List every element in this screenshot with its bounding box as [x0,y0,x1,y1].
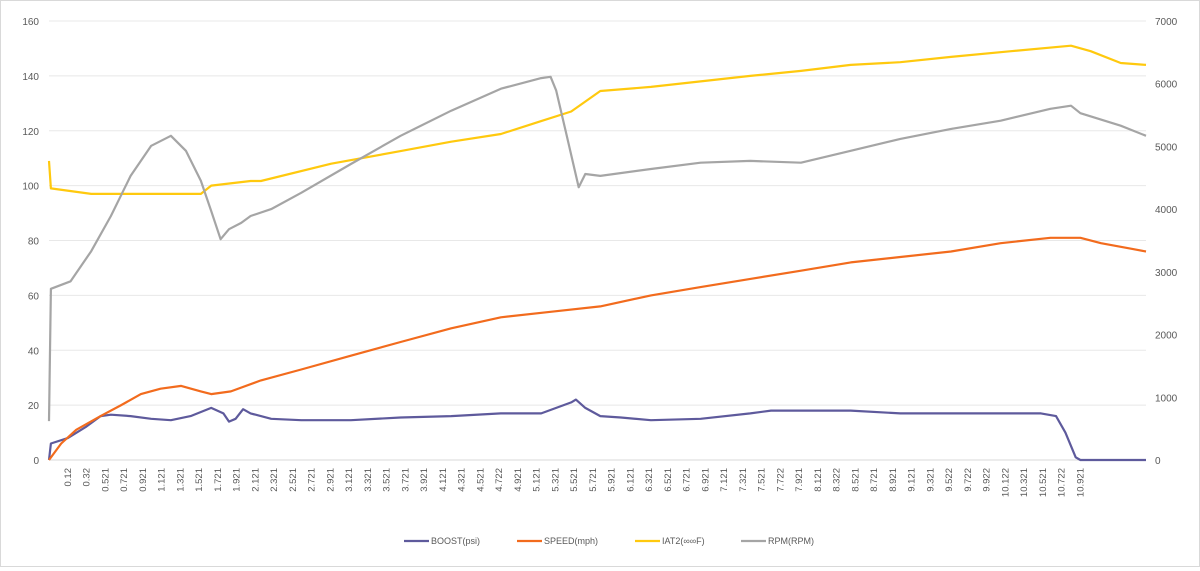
x-tick-label: 1.921 [232,468,243,492]
legend-item: BOOST(psi) [404,536,480,546]
legend-item: IAT2(∞∞F) [635,536,705,546]
x-tick-label: 2.321 [269,468,280,492]
x-tick-label: 8.521 [850,468,861,492]
y-right-tick-label: 0 [1155,456,1161,467]
x-tick-label: 10.921 [1075,468,1086,497]
x-tick-label: 9.121 [907,468,918,492]
y-left-tick-label: 140 [22,72,39,83]
y-right-tick-label: 7000 [1155,17,1178,28]
x-tick-label: 7.121 [719,468,730,492]
x-tick-label: 4.321 [457,468,468,492]
x-tick-label: 3.321 [363,468,374,492]
y-left-tick-label: 80 [28,237,40,248]
x-tick-label: 0.521 [100,468,111,492]
legend-item: SPEED(mph) [517,536,598,546]
x-tick-label: 10.521 [1038,468,1049,497]
x-tick-label: 0.12 [63,468,74,487]
x-tick-label: 9.321 [925,468,936,492]
series-line-rpm [47,75,1147,422]
x-tick-label: 1.121 [157,468,168,492]
y-left-tick-label: 160 [22,17,39,28]
x-tick-label: 0.32 [82,468,93,487]
x-tick-label: 0.721 [119,468,130,492]
x-tick-label: 6.521 [663,468,674,492]
y-left-tick-label: 100 [22,182,39,193]
x-tick-label: 9.722 [963,468,974,492]
x-tick-label: 1.521 [194,468,205,492]
x-tick-label: 2.521 [288,468,299,492]
x-tick-label: 8.121 [813,468,824,492]
x-tick-label: 9.522 [944,468,955,492]
x-tick-label: 2.721 [307,468,318,492]
x-tick-label: 6.921 [700,468,711,492]
y-left-tick-label: 20 [28,401,40,412]
x-tick-label: 8.721 [869,468,880,492]
x-tick-label: 6.321 [644,468,655,492]
x-tick-label: 8.322 [832,468,843,492]
x-tick-label: 5.921 [607,468,618,492]
y-right-tick-label: 3000 [1155,268,1178,279]
x-tick-label: 10.321 [1019,468,1030,497]
y-left-tick-label: 0 [33,456,39,467]
x-tick-label: 6.721 [682,468,693,492]
x-tick-label: 2.121 [250,468,261,492]
x-axis: 0.12 0.32 0.521 0.721 0.921 1.121 1.321 1.521 1.… [63,468,1087,497]
x-tick-label: 7.722 [775,468,786,492]
x-tick-label: 10.722 [1057,468,1068,497]
x-tick-label: 7.521 [757,468,768,492]
x-tick-label: 2.921 [325,468,336,492]
x-tick-label: 4.722 [494,468,505,492]
series-lines [47,44,1147,462]
x-tick-label: 10.122 [1000,468,1011,497]
x-tick-label: 3.521 [382,468,393,492]
y-left-tick-label: 40 [28,346,40,357]
x-tick-label: 3.721 [400,468,411,492]
x-tick-label: 5.321 [550,468,561,492]
left-y-axis: 0 20 40 60 80 100 120 140 160 [22,17,39,467]
y-right-tick-label: 6000 [1155,80,1178,91]
x-tick-label: 5.521 [569,468,580,492]
x-tick-label: 4.521 [475,468,486,492]
right-y-axis: 0 1000 2000 3000 4000 5000 6000 7000 [1155,17,1178,467]
x-tick-label: 8.921 [888,468,899,492]
y-right-tick-label: 2000 [1155,331,1178,342]
y-right-tick-label: 1000 [1155,393,1178,404]
x-tick-label: 1.321 [175,468,186,492]
series-line-boost [47,398,1146,462]
legend-label: IAT2(∞∞F) [662,536,705,546]
x-tick-label: 3.921 [419,468,430,492]
y-right-tick-label: 4000 [1155,205,1178,216]
x-tick-label: 5.121 [532,468,543,492]
legend-label: RPM(RPM) [768,536,814,546]
x-tick-label: 1.721 [213,468,224,492]
x-tick-label: 7.921 [794,468,805,492]
legend: BOOST(psi) SPEED(mph) IAT2(∞∞F) RPM(RPM) [404,536,814,546]
x-tick-label: 6.121 [625,468,636,492]
y-right-tick-label: 5000 [1155,142,1178,153]
gridlines [49,20,1146,461]
legend-item: RPM(RPM) [741,536,814,546]
legend-label: SPEED(mph) [544,536,598,546]
y-left-tick-label: 60 [28,291,40,302]
x-tick-label: 3.121 [344,468,355,492]
x-tick-label: 0.921 [138,468,149,492]
y-left-tick-label: 120 [22,127,39,138]
legend-label: BOOST(psi) [431,536,480,546]
x-tick-label: 5.721 [588,468,599,492]
x-tick-label: 9.922 [982,468,993,492]
x-tick-label: 7.321 [738,468,749,492]
series-line-iat2 [47,44,1147,195]
x-tick-label: 4.921 [513,468,524,492]
x-tick-label: 4.121 [438,468,449,492]
series-line-speed [48,236,1147,461]
